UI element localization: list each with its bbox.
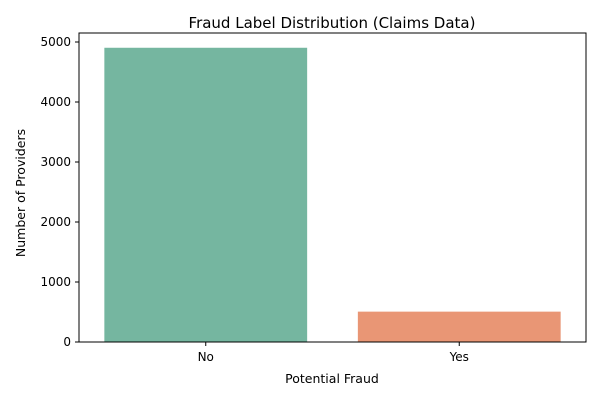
chart-title: Fraud Label Distribution (Claims Data) [189, 14, 476, 32]
y-tick-label: 0 [63, 335, 71, 349]
x-axis-ticks: No Yes [198, 342, 469, 364]
y-axis-ticks: 0 1000 2000 3000 4000 5000 [40, 35, 79, 349]
bars-group [104, 47, 561, 342]
bar-yes [357, 311, 561, 342]
y-axis-label: Number of Providers [13, 129, 28, 257]
y-tick-label: 2000 [40, 215, 71, 229]
plot-frame [78, 32, 587, 343]
x-axis-label: Potential Fraud [285, 371, 379, 386]
y-tick-label: 4000 [40, 95, 71, 109]
y-tick-label: 5000 [40, 35, 71, 49]
y-tick-label: 3000 [40, 155, 71, 169]
x-tick-label: Yes [449, 350, 469, 364]
y-tick-label: 1000 [40, 275, 71, 289]
x-tick-label: No [198, 350, 214, 364]
bar-no [104, 47, 308, 342]
